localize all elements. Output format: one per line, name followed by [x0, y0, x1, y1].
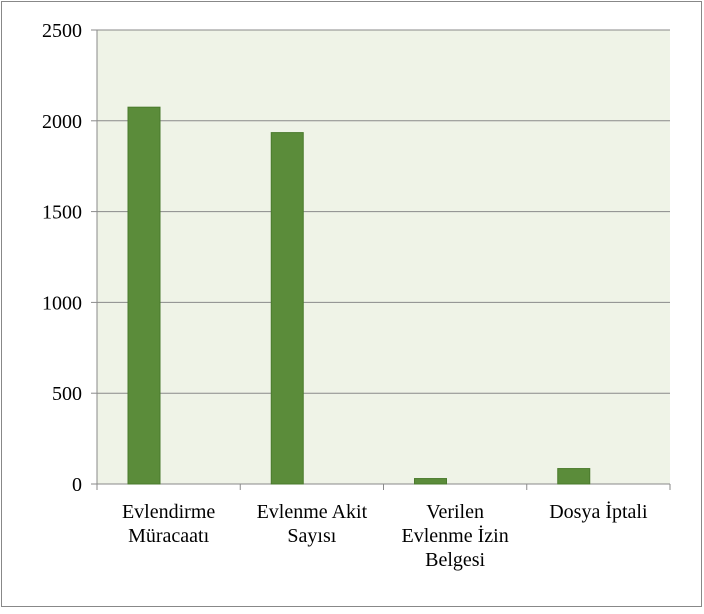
y-tick-label: 0 — [72, 474, 82, 496]
bar — [414, 478, 447, 485]
bar — [127, 106, 161, 485]
bar — [557, 468, 591, 485]
y-tick-label: 2500 — [42, 20, 82, 42]
x-tick-label: Dosya İptali — [549, 500, 648, 523]
x-tick-label: Verilen Evlenme İzin Belgesi — [402, 501, 509, 571]
x-tick-label: Evlenme Akit Sayısı — [257, 501, 368, 547]
plot-area — [97, 30, 670, 484]
bar — [270, 132, 304, 485]
y-tick-label: 500 — [52, 383, 82, 405]
y-tick-label: 2000 — [42, 111, 82, 133]
x-tick-label: Evlendirme Müracaatı — [122, 501, 215, 547]
y-tick-label: 1000 — [42, 292, 82, 314]
y-tick-label: 1500 — [42, 202, 82, 224]
